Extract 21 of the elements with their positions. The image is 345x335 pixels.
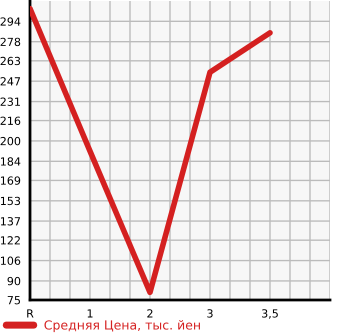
y-tick-label: 153 <box>0 196 20 206</box>
y-tick-label: 200 <box>0 136 20 146</box>
y-tick-label: 184 <box>0 157 20 166</box>
x-tick-label: 3,5 <box>262 309 278 319</box>
y-tick-label: 169 <box>0 176 20 185</box>
x-tick-label: R <box>27 309 34 318</box>
y-tick-label: 294 <box>0 17 20 26</box>
y-tick-label: 90 <box>8 276 20 286</box>
y-tick-label: 247 <box>0 77 20 86</box>
x-tick-label: 2 <box>147 309 152 318</box>
y-tick-label: 278 <box>0 38 20 46</box>
legend-label: Средняя Цена, тыс. йен <box>44 320 200 332</box>
y-tick-label: 137 <box>0 217 20 226</box>
x-tick-label: 1 <box>88 309 93 318</box>
x-tick-label: 3 <box>207 309 213 318</box>
y-tick-label: 231 <box>0 97 20 106</box>
y-tick-label: 75 <box>8 296 20 304</box>
y-tick-label: 122 <box>0 236 20 244</box>
y-tick-label: 263 <box>0 56 20 66</box>
y-tick-label: 216 <box>0 116 20 125</box>
y-tick-label: 106 <box>0 256 20 265</box>
